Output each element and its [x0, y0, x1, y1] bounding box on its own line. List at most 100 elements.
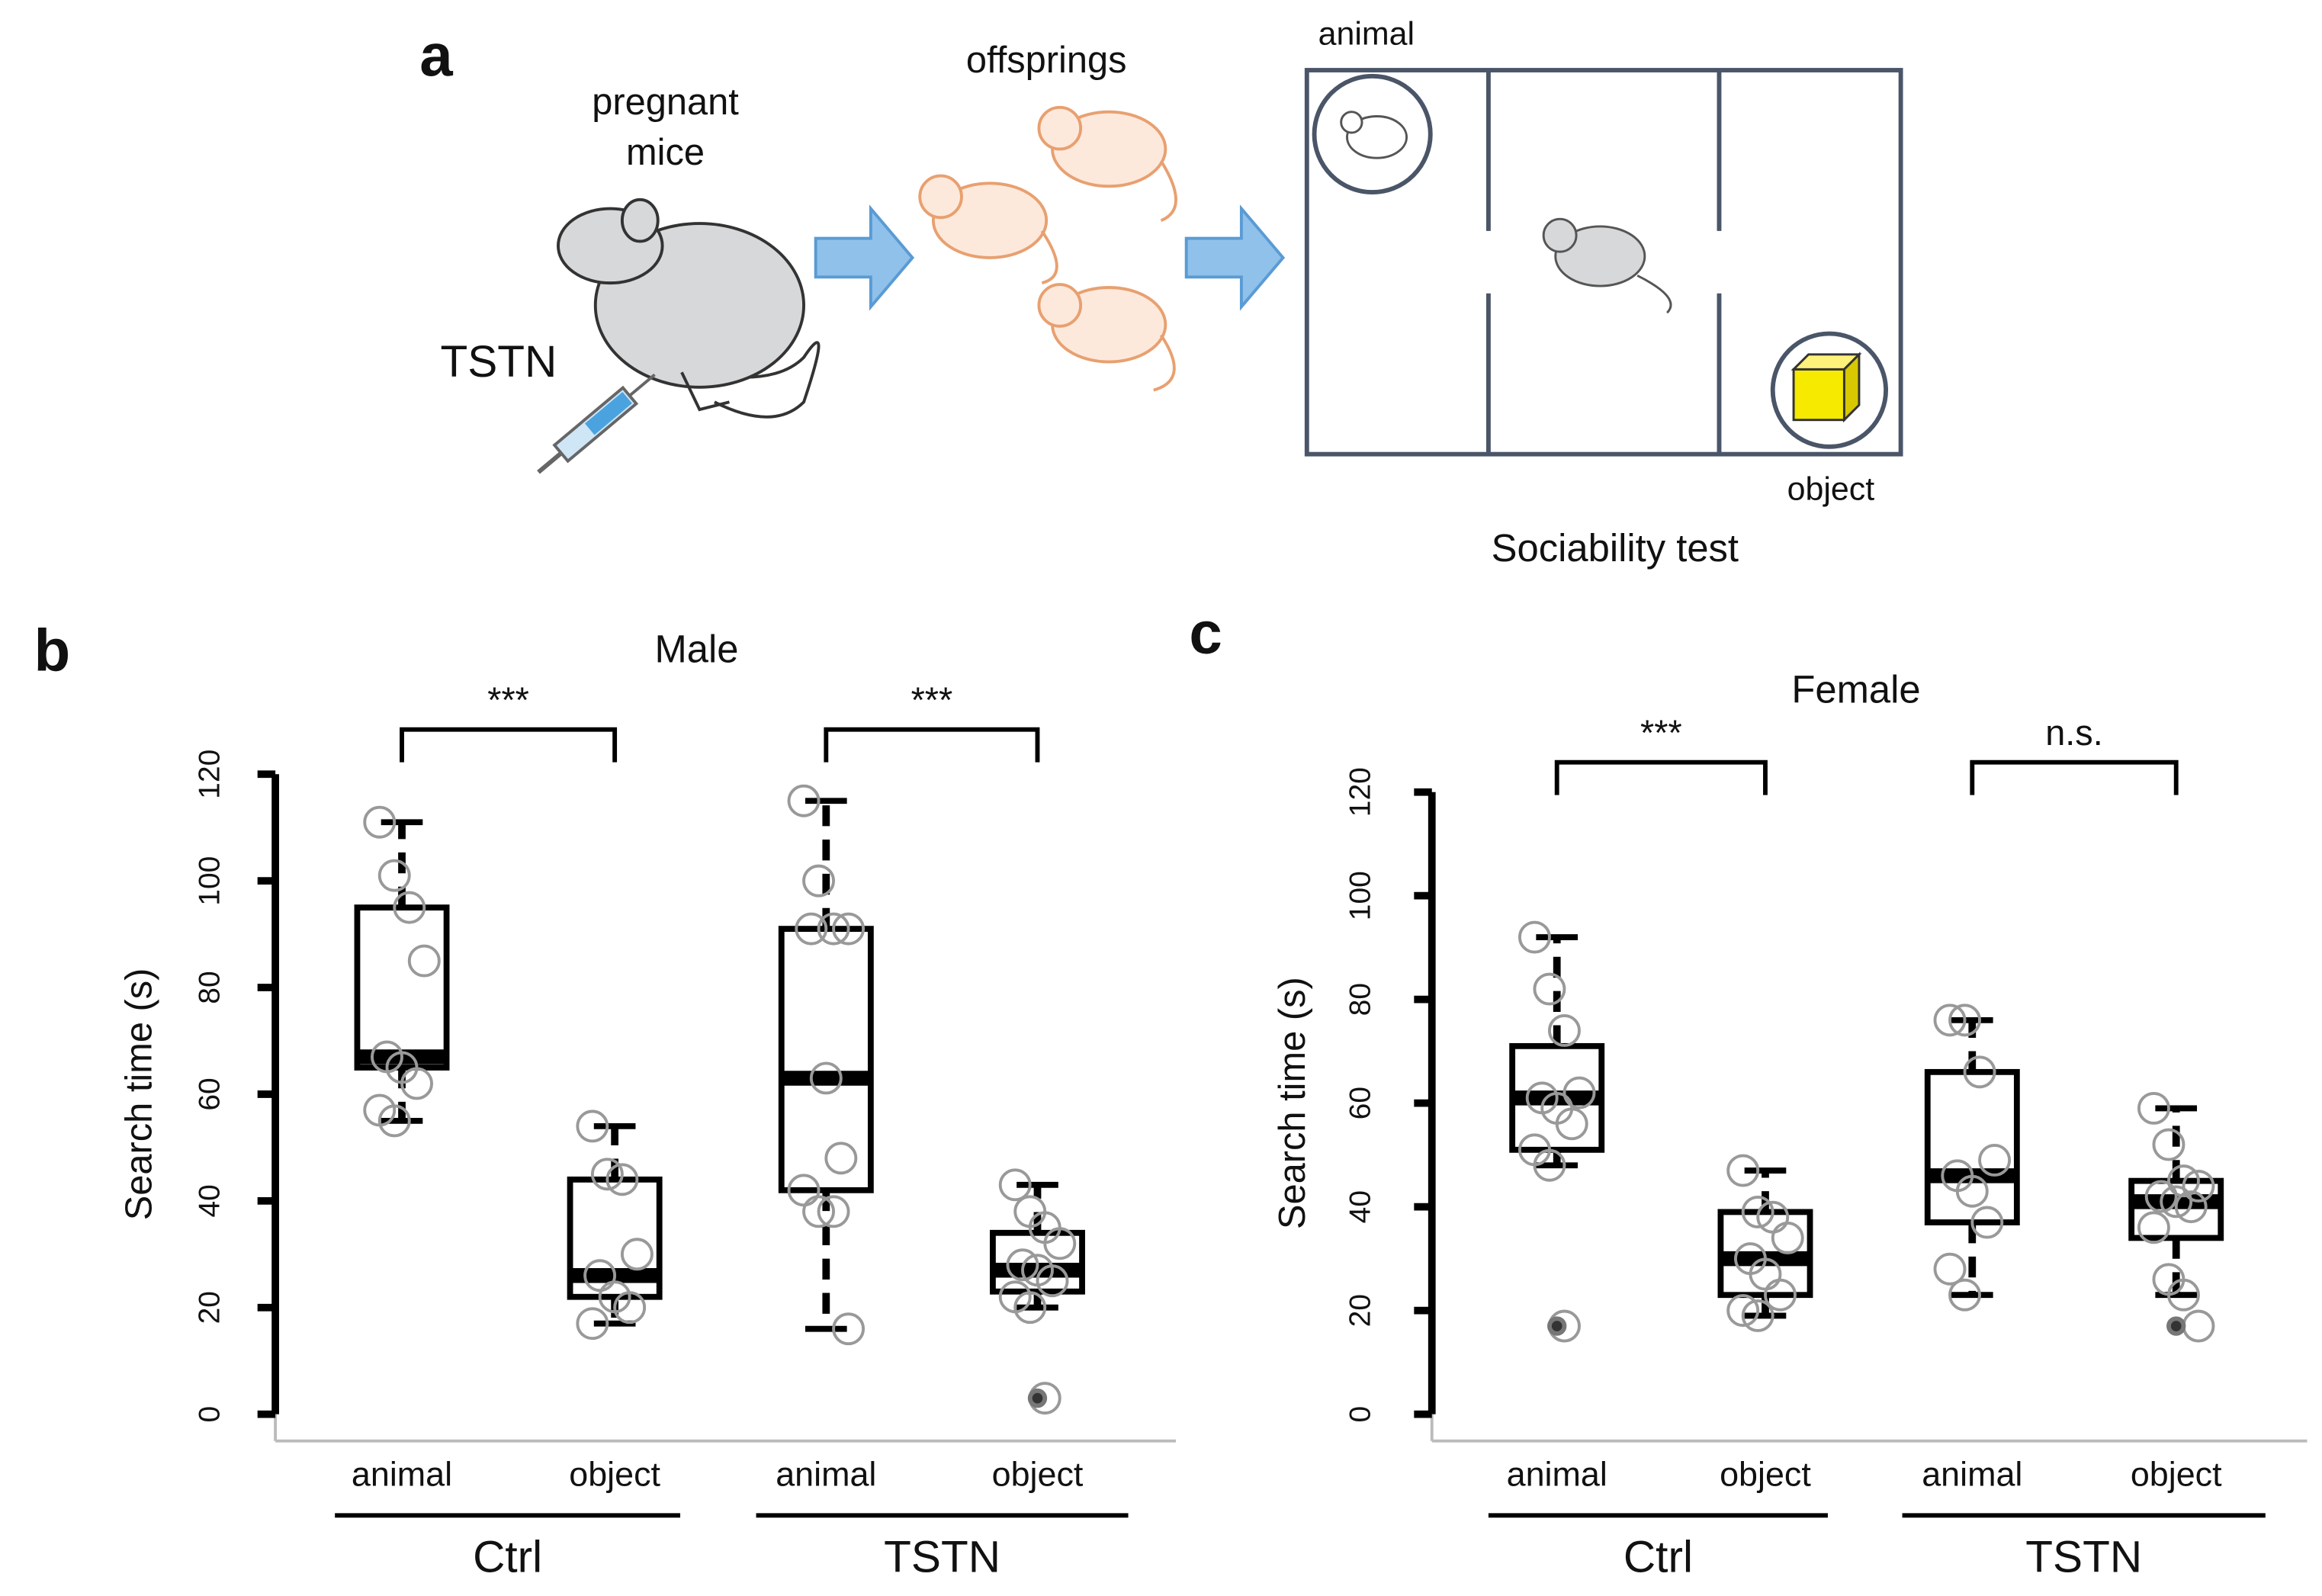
data-point	[2167, 1164, 2200, 1198]
label: Sociability test	[1492, 526, 1739, 570]
y-tick-label: 20	[1344, 1294, 1376, 1327]
data-point	[817, 1195, 850, 1228]
significance-bracket	[400, 727, 618, 763]
mouse	[918, 105, 1177, 392]
data-point	[795, 912, 828, 946]
label: offsprings	[966, 40, 1127, 81]
significance-label: n.s.	[2045, 713, 2102, 753]
data-point	[377, 859, 411, 892]
x-tick-label: animal	[1922, 1454, 2022, 1493]
data-point	[2167, 1278, 2200, 1312]
data-point	[1948, 1278, 1982, 1312]
data-point	[1933, 1252, 1967, 1286]
y-axis-label: Search time (s)	[1272, 977, 1313, 1229]
x-tick-label: object	[992, 1454, 1084, 1493]
data-point	[1764, 1278, 1797, 1312]
significance-bracket	[824, 727, 1040, 763]
y-tick-label: 40	[193, 1184, 226, 1217]
chart-title: Female	[1791, 667, 1920, 711]
y-tick-label: 60	[1344, 1087, 1376, 1119]
data-point	[1013, 1291, 1047, 1325]
x-tick-label: object	[2131, 1454, 2222, 1493]
outlier	[1547, 1316, 1567, 1336]
diagram: a pregnant mice TSTN offsprings animal o…	[419, 15, 1903, 570]
data-point	[576, 1307, 609, 1341]
label: object	[1787, 471, 1875, 508]
data-point	[1741, 1299, 1774, 1332]
object-cube	[1790, 352, 1862, 423]
data-point	[1726, 1294, 1760, 1328]
data-point	[1771, 1221, 1804, 1254]
data-point	[2160, 1185, 2193, 1219]
data-point	[809, 1061, 843, 1095]
data-point	[1726, 1154, 1760, 1187]
significance-label: ***	[1640, 713, 1682, 753]
data-point	[1533, 972, 1566, 1006]
arrow	[814, 204, 1286, 311]
outlier	[1027, 1388, 1048, 1408]
y-tick-label: 80	[1344, 983, 1376, 1016]
x-tick-label: animal	[1507, 1454, 1607, 1493]
label: mice	[626, 132, 705, 173]
data-point	[377, 1104, 411, 1138]
x-tick-label: animal	[352, 1454, 452, 1493]
significance-label: ***	[487, 680, 529, 720]
y-tick-label: 120	[193, 750, 226, 799]
y-tick-label: 60	[193, 1077, 226, 1110]
data-point	[1970, 1206, 2004, 1239]
arena	[1304, 68, 1903, 457]
syringe	[537, 373, 656, 474]
data-point	[787, 784, 821, 817]
data-point	[407, 944, 441, 978]
data-point	[576, 1109, 609, 1143]
data-point	[2137, 1211, 2170, 1244]
data-point	[400, 1067, 434, 1100]
data-point	[1036, 1264, 1069, 1298]
y-tick-label: 0	[193, 1406, 226, 1423]
y-tick-label: 100	[1344, 871, 1376, 920]
group-label: TSTN	[2025, 1532, 2142, 1582]
data-point	[363, 805, 397, 839]
panel-label: a	[419, 21, 453, 88]
data-point	[832, 912, 866, 946]
box	[778, 926, 874, 1193]
group-label: Ctrl	[1623, 1532, 1693, 1582]
box	[354, 904, 450, 1071]
data-point	[998, 1168, 1032, 1202]
data-point	[1555, 1107, 1588, 1141]
y-tick-label: 0	[1344, 1406, 1376, 1423]
data-point	[590, 1158, 624, 1191]
data-point	[832, 1312, 866, 1346]
label: animal	[1318, 15, 1415, 52]
significance-bracket	[1970, 759, 2179, 795]
data-point	[2152, 1128, 2186, 1161]
x-tick-label: object	[1720, 1454, 1811, 1493]
significance-bracket	[1554, 759, 1768, 795]
data-point	[802, 864, 836, 898]
data-point	[2144, 1180, 2178, 1213]
y-tick-label: 100	[193, 856, 226, 906]
data-point	[613, 1291, 647, 1325]
group-label: TSTN	[884, 1532, 1000, 1582]
data-point	[1963, 1055, 1996, 1089]
y-tick-label: 120	[1344, 767, 1376, 817]
data-point	[1948, 1004, 1982, 1037]
data-point	[1006, 1248, 1039, 1282]
data-point	[2182, 1169, 2215, 1203]
panel-label: c	[1189, 599, 1222, 666]
mouse	[557, 197, 821, 419]
data-point	[802, 1195, 836, 1228]
panel-label: b	[34, 617, 70, 684]
data-point	[1978, 1143, 2012, 1177]
data-point	[1043, 1227, 1077, 1260]
label: TSTN	[440, 337, 557, 387]
group-label: Ctrl	[473, 1532, 542, 1582]
x-tick-label: object	[569, 1454, 660, 1493]
data-point	[605, 1163, 639, 1196]
data-point	[1548, 1013, 1581, 1047]
data-point	[1933, 1004, 1967, 1037]
significance-label: ***	[911, 680, 953, 720]
data-point	[1955, 1174, 1989, 1208]
mouse	[1542, 217, 1672, 314]
data-point	[2137, 1091, 2170, 1125]
